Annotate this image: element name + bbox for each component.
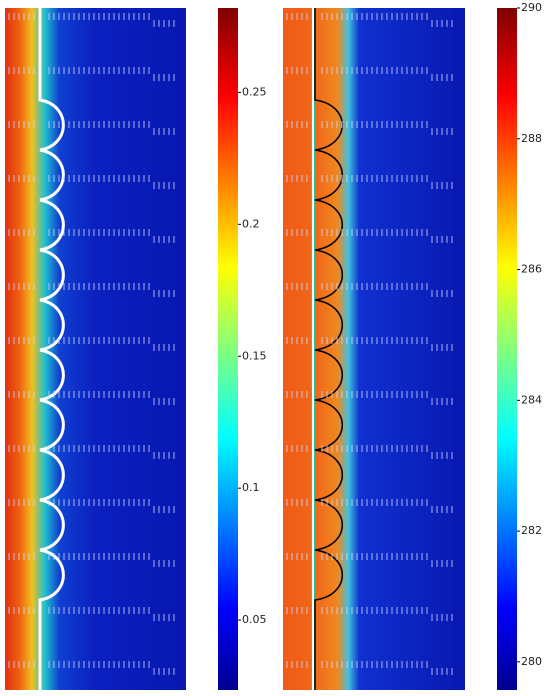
colorbar-tick-label: 280 bbox=[521, 655, 542, 668]
colorbar-tick-label: 0.05 bbox=[242, 613, 267, 626]
colorbar-tick-label: 0.25 bbox=[242, 85, 267, 98]
colorbar-tick-label: 284 bbox=[521, 393, 542, 406]
page: {"chart_data": [ {"type": "heatmap", "cl… bbox=[0, 0, 544, 696]
colorbar-tick-label: 290 bbox=[521, 1, 542, 14]
colorbar bbox=[497, 8, 517, 690]
field-right bbox=[283, 8, 465, 690]
colorbar-tick-label: 0.15 bbox=[242, 349, 267, 362]
figure: 0.05 0.1 0.15 0.2 0.25 280 282 284 286 288 290 bbox=[0, 0, 544, 692]
colorbar-tick-label: 286 bbox=[521, 263, 542, 276]
colorbar-tick-label: 0.2 bbox=[242, 217, 260, 230]
colorbar-tick-label: 0.1 bbox=[242, 481, 260, 494]
colorbar-tick-label: 282 bbox=[521, 524, 542, 537]
colorbar-tick-label: 288 bbox=[521, 132, 542, 145]
colorbar bbox=[218, 8, 238, 690]
